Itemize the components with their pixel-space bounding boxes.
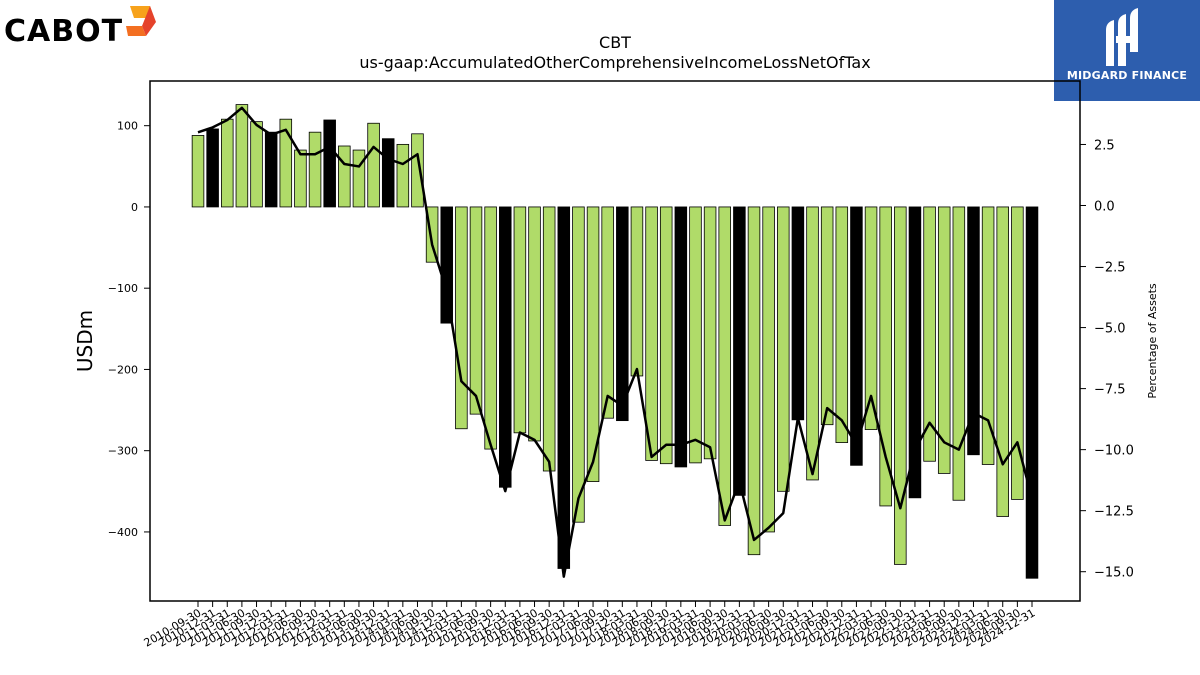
y2-tick-label: 0.0 — [1094, 200, 1115, 215]
bar-2012-09-30 — [308, 131, 322, 208]
bar-2014-12-31 — [440, 206, 453, 324]
bar-2013-12-31 — [381, 138, 395, 208]
bar-2021-12-31 — [850, 206, 863, 466]
bar-2023-09-30 — [952, 206, 966, 501]
y-axis-label: USDm — [73, 310, 97, 372]
bar-2022-09-30 — [894, 206, 907, 565]
bar-2021-03-31 — [806, 206, 819, 481]
percentage-line — [197, 106, 1034, 578]
bar-2018-09-30 — [659, 206, 673, 465]
y2-tick-label: −2.5 — [1094, 261, 1126, 276]
bar-2017-09-30 — [601, 206, 614, 419]
bar-2023-03-31 — [923, 206, 936, 462]
bar-2015-06-30 — [469, 206, 483, 415]
chart-subtitle: us-gaap:AccumulatedOtherComprehensiveInc… — [359, 53, 870, 72]
bar-2020-03-31 — [747, 206, 761, 556]
cabot-logo-mark — [126, 6, 156, 36]
bar-2014-03-31 — [396, 143, 410, 208]
bar-2020-12-31 — [791, 206, 805, 421]
y2-tick-label: −7.5 — [1094, 383, 1126, 398]
bar-2010-12-31 — [206, 128, 219, 208]
bar-2017-06-30 — [586, 206, 600, 482]
bar-2016-03-31 — [513, 206, 527, 434]
midgard-finance-logo: MIDGARD FINANCE — [1054, 0, 1200, 101]
bar-2018-12-31 — [674, 206, 688, 468]
bar-2013-09-30 — [367, 122, 380, 208]
bar-2014-06-30 — [411, 133, 424, 208]
bar-2016-09-30 — [542, 206, 556, 472]
bar-2015-09-30 — [484, 206, 497, 450]
bar-2020-09-30 — [777, 206, 790, 492]
bar-2024-03-31 — [981, 206, 995, 465]
bar-2021-06-30 — [820, 206, 834, 426]
left-axis: 100 0 −100 −200 −300 −400 — [108, 120, 150, 539]
chart-title: CBT — [599, 33, 631, 52]
y-tick-label: −200 — [108, 363, 138, 376]
y2-tick-label: 2.5 — [1094, 138, 1115, 153]
bar-2010-09-30 — [191, 135, 205, 208]
bar-2015-03-31 — [455, 206, 468, 430]
bar-2016-06-30 — [528, 206, 541, 442]
y-tick-label: −400 — [108, 526, 138, 539]
bar-2013-03-31 — [338, 145, 351, 208]
bar-2011-09-30 — [250, 121, 263, 208]
cabot-logo: CABOT — [4, 4, 164, 54]
bar-2013-06-30 — [352, 149, 366, 208]
bar-2024-06-30 — [996, 206, 1009, 517]
y2-tick-label: −5.0 — [1094, 322, 1126, 337]
bar-2023-12-31 — [967, 206, 980, 456]
bar-2019-03-31 — [689, 206, 702, 464]
bar-series — [191, 104, 1039, 579]
bar-2024-09-30 — [1011, 206, 1024, 500]
bar-2012-06-30 — [294, 149, 307, 208]
y2-axis-label: Percentage of Assets — [1146, 283, 1159, 399]
y2-tick-label: −15.0 — [1094, 566, 1134, 581]
bar-2014-09-30 — [425, 206, 439, 263]
plot-frame — [149, 80, 1081, 602]
bar-2011-12-31 — [264, 131, 278, 208]
y-tick-label: 0 — [131, 201, 138, 214]
x-axis: 2010-09-302010-12-312011-03-312011-06-30… — [142, 601, 1038, 650]
y2-tick-label: −12.5 — [1094, 505, 1134, 520]
bar-2011-03-31 — [221, 118, 234, 208]
bar-2024-12-31 — [1025, 206, 1039, 579]
y-tick-label: 100 — [117, 120, 138, 133]
bar-2019-12-31 — [733, 206, 746, 496]
bar-2015-12-31 — [499, 206, 512, 488]
bar-2022-12-31 — [908, 206, 922, 499]
bar-2018-03-31 — [630, 206, 644, 377]
y2-tick-label: −10.0 — [1094, 444, 1134, 459]
bar-2022-03-31 — [864, 206, 878, 430]
bar-2022-06-30 — [879, 206, 892, 507]
bar-2019-06-30 — [703, 206, 717, 460]
midgard-logo-text: MIDGARD FINANCE — [1066, 69, 1188, 82]
bar-2021-09-30 — [835, 206, 849, 443]
bar-2017-12-31 — [616, 206, 629, 422]
bar-2012-03-31 — [279, 118, 293, 208]
bar-2018-06-30 — [645, 206, 658, 461]
bar-2016-12-31 — [557, 206, 571, 569]
bar-2012-12-31 — [323, 119, 336, 208]
right-axis: 2.5 0.0 −2.5 −5.0 −7.5 −10.0 −12.5 −15.0 — [1080, 138, 1134, 581]
bar-2023-06-30 — [937, 206, 951, 474]
bar-2019-09-30 — [718, 206, 731, 526]
bar-2017-03-31 — [572, 206, 585, 523]
y-tick-label: −300 — [108, 445, 138, 458]
bar-2020-06-30 — [762, 206, 775, 533]
midgard-logo-mark — [1106, 8, 1138, 66]
bar-2011-06-30 — [235, 104, 249, 208]
cabot-logo-text: CABOT — [4, 14, 124, 49]
y-tick-label: −100 — [108, 282, 138, 295]
